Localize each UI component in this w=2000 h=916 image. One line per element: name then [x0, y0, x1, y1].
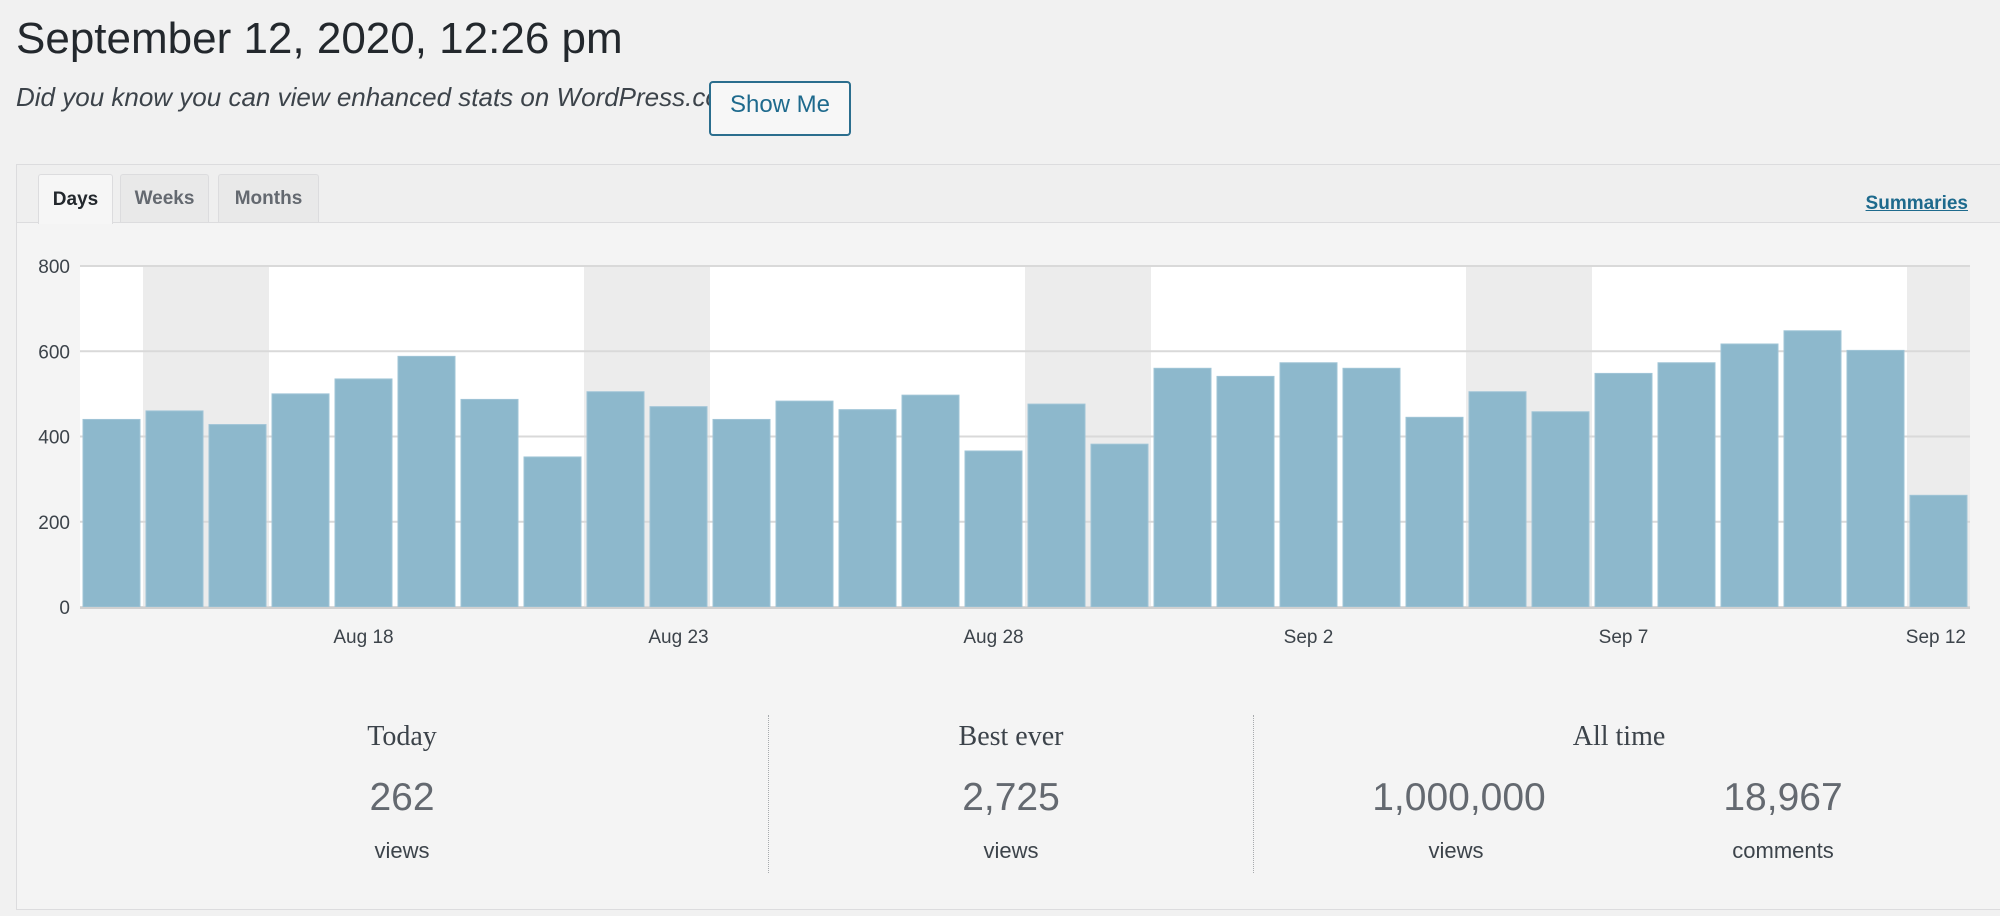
- bar: [1594, 372, 1653, 608]
- bar: [1531, 411, 1590, 608]
- bar: [460, 398, 519, 608]
- bar: [649, 406, 708, 608]
- all-time-comments-value: 18,967: [1723, 776, 1843, 819]
- bar: [523, 456, 582, 608]
- x-tick-label: Aug 28: [963, 627, 1023, 648]
- bar: [1846, 349, 1905, 608]
- x-tick-label: Sep 2: [1284, 627, 1334, 648]
- bar: [1720, 343, 1779, 608]
- bar: [208, 424, 267, 608]
- bar: [334, 378, 393, 608]
- bar: [1657, 362, 1716, 608]
- enhanced-stats-promo-text: Did you know you can view enhanced stats…: [16, 82, 756, 112]
- summaries-link[interactable]: Summaries: [1865, 193, 1968, 214]
- x-tick-label: Sep 12: [1906, 627, 1966, 648]
- bar: [1783, 330, 1842, 608]
- views-bar-chart: 0 200 400 600 800 Aug 18 Aug 23 Aug 28 Sep 2 Sep …: [38, 257, 1970, 648]
- x-tick-label: Aug 23: [648, 627, 708, 648]
- bar: [1090, 443, 1149, 608]
- x-tick-label: Sep 7: [1599, 627, 1649, 648]
- tab-days[interactable]: Days: [38, 174, 113, 224]
- today-views-unit: views: [374, 838, 430, 863]
- y-tick-label: 0: [59, 598, 70, 619]
- bar: [82, 418, 141, 608]
- tab-months[interactable]: Months: [218, 174, 319, 222]
- bar: [775, 400, 834, 608]
- all-time-comments-unit: comments: [1732, 838, 1834, 863]
- y-tick-label: 800: [38, 257, 70, 278]
- y-tick-label: 200: [38, 513, 70, 534]
- best-ever-label: Best ever: [958, 721, 1064, 752]
- summary-divider: [1253, 715, 1254, 873]
- bar: [964, 450, 1023, 608]
- all-time-views-value: 1,000,000: [1372, 776, 1546, 819]
- all-time-views-unit: views: [1428, 838, 1484, 863]
- tab-weeks[interactable]: Weeks: [120, 174, 209, 222]
- y-tick-label: 400: [38, 428, 70, 449]
- bar: [712, 418, 771, 608]
- summary-divider: [768, 715, 769, 873]
- bar: [1279, 362, 1338, 608]
- bar: [1027, 403, 1086, 608]
- best-ever-views-unit: views: [983, 838, 1039, 863]
- bar: [1342, 367, 1401, 608]
- bar: [838, 409, 897, 608]
- bar: [1216, 375, 1275, 608]
- page-title: September 12, 2020, 12:26 pm: [16, 14, 623, 63]
- bar: [397, 355, 456, 608]
- y-tick-label: 600: [38, 342, 70, 363]
- x-tick-label: Aug 18: [333, 627, 393, 648]
- bar: [1468, 391, 1527, 608]
- bar: [145, 410, 204, 608]
- bar: [271, 393, 330, 608]
- bar: [1909, 494, 1968, 608]
- today-label: Today: [367, 721, 437, 752]
- bar: [1153, 367, 1212, 608]
- show-me-button[interactable]: Show Me: [709, 81, 851, 136]
- today-views-value: 262: [369, 776, 435, 819]
- all-time-label: All time: [1572, 721, 1666, 752]
- bar: [586, 391, 645, 608]
- best-ever-views-value: 2,725: [962, 776, 1060, 819]
- bar: [901, 394, 960, 608]
- bar: [1405, 416, 1464, 608]
- period-tab-bar: Days Weeks Months Summaries: [17, 165, 2000, 224]
